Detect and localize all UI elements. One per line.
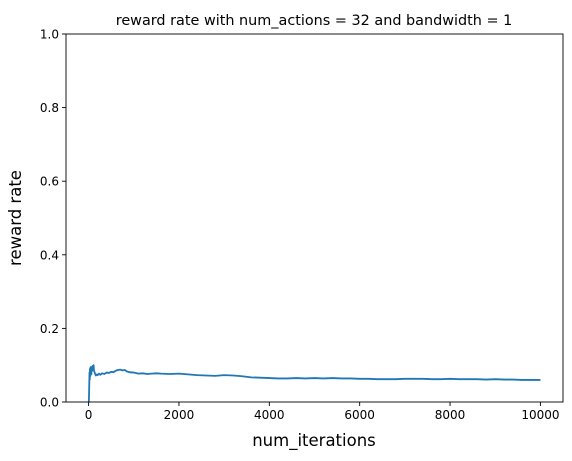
x-axis-label: num_iterations xyxy=(252,431,376,451)
x-tick-label: 6000 xyxy=(344,408,375,422)
x-tick-label: 4000 xyxy=(254,408,285,422)
y-axis-label: reward rate xyxy=(6,170,25,266)
x-tick-label: 8000 xyxy=(435,408,466,422)
y-tick-label: 0.2 xyxy=(40,322,59,336)
y-tick-label: 0.4 xyxy=(40,248,59,262)
plot-frame xyxy=(65,33,564,403)
y-tick-label: 0.8 xyxy=(40,101,59,115)
series-line xyxy=(87,364,541,403)
y-tick-label: 0.0 xyxy=(40,396,59,410)
x-tick-label: 2000 xyxy=(164,408,195,422)
chart-title: reward rate with num_actions = 32 and ba… xyxy=(116,13,513,29)
plot-area xyxy=(87,364,541,403)
y-tick-label: 0.6 xyxy=(40,175,59,189)
axis-ticks: 0 2000 4000 6000 8000 10000 0.0 0.2 0.4 0.6 0.8 1.0 xyxy=(40,28,560,423)
x-tick-label: 10000 xyxy=(521,408,559,422)
x-tick-label: 0 xyxy=(85,408,93,422)
y-tick-label: 1.0 xyxy=(40,28,59,42)
